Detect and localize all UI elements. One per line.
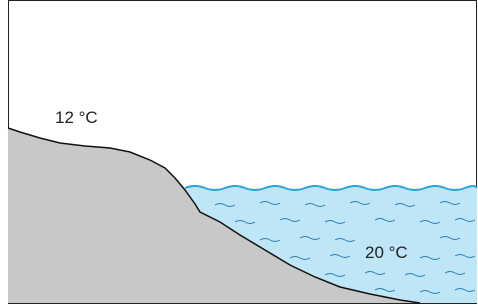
diagram: 12 °C 20 °C: [0, 0, 478, 305]
water-temperature: 20 °C: [365, 243, 408, 262]
air-temperature: 12 °C: [55, 108, 98, 127]
page: {"labels": ["12 °C", "20 °C"]} 12 °C 20 …: [0, 0, 478, 305]
